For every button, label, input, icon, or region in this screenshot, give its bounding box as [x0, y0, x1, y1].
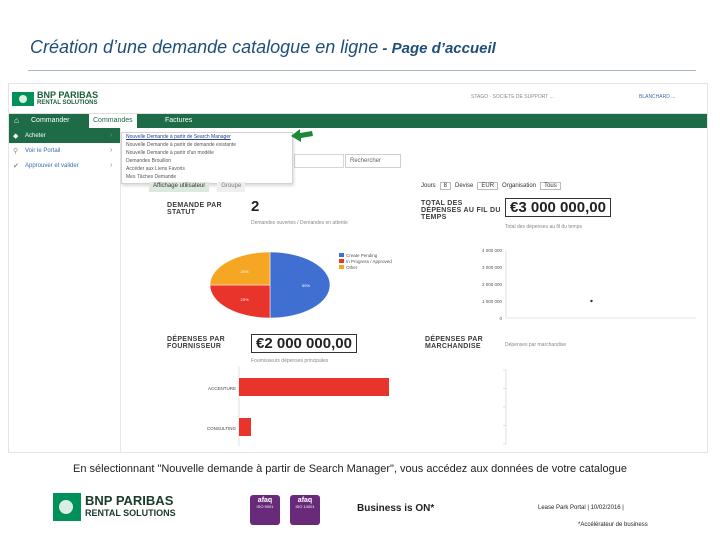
org-label: Organisation — [502, 183, 537, 189]
legend-item: Create Pending — [339, 252, 392, 258]
nav-tab-factures[interactable]: Factures — [165, 117, 193, 124]
menu-item-favorites[interactable]: Accéder aux Liens Favoris — [126, 166, 185, 172]
chevron-right-icon: › — [110, 162, 113, 169]
menu-item-new-from-template[interactable]: Nouvelle Demande à partir d'un modèle — [126, 150, 214, 156]
check-icon: ✔ — [13, 162, 19, 170]
sidebar: ◆ Acheter › ⚲ Voir le Portail › ✔ Approu… — [9, 128, 121, 452]
data-point — [590, 299, 593, 303]
kpi-status-sub: Demandes ouvertes / Demandes en attente — [251, 220, 348, 226]
kpi-status-label: DEMANDE PAR STATUT — [167, 202, 222, 216]
kpi-goods-label: DÉPENSES PAR MARCHANDISE — [425, 336, 483, 350]
pie-legend: Create Pending In Progress / Approved Ot… — [339, 252, 392, 270]
days-select[interactable]: 8 — [439, 182, 452, 190]
goods-svg — [503, 369, 507, 445]
kpi-supplier-label: DÉPENSES PAR FOURNISSEUR — [167, 336, 225, 350]
y-tick-label: 3 000 000 — [482, 265, 503, 270]
pie-slice — [209, 251, 271, 286]
slide-title-main: Création d’une demande catalogue en lign… — [30, 37, 379, 57]
home-icon[interactable]: ⌂ — [14, 116, 19, 125]
afaq-14001-badge: afaq ISO 14001 — [290, 495, 320, 525]
main-nav: ⌂ Commander Commandes Factures — [9, 114, 707, 128]
bar-category-label: ACCENTURE — [208, 386, 236, 391]
tab-group[interactable]: Groupe — [217, 182, 246, 192]
logo-line1: BNP PARIBAS — [37, 90, 99, 100]
legend-item: Other — [339, 264, 392, 270]
app-logo[interactable]: BNP PARIBAS RENTAL SOLUTIONS — [12, 91, 98, 107]
acheter-dropdown-menu: Nouvelle Demande à partir de Search Mana… — [121, 132, 293, 184]
sidebar-item-approuver[interactable]: ✔ Approuver et valider › — [9, 158, 120, 173]
kpi-supplier-value: €2 000 000,00 — [251, 334, 357, 353]
slide-title-sub: - Page d’accueil — [378, 40, 496, 57]
logo-line2: RENTAL SOLUTIONS — [37, 100, 98, 106]
spend-over-time-chart: 4 000 000 3 000 000 2 000 000 1 000 000 0 — [464, 246, 707, 331]
pie-slice-label: 25% — [241, 297, 249, 302]
bnp-logo-icon — [53, 493, 81, 521]
line-svg: 4 000 000 3 000 000 2 000 000 1 000 000 0 — [482, 248, 696, 321]
nav-tab-commandes[interactable]: Commandes — [89, 114, 137, 128]
kpi-total-sub: Total des dépenses au fil du temps — [505, 224, 582, 230]
chevron-right-icon: › — [110, 147, 113, 154]
account-selector[interactable]: STAGO · SOCIETE DE SUPPORT ... — [471, 94, 554, 100]
status-pie-chart: 50% 25% 25% — [204, 250, 334, 325]
y-tick-label: 4 000 000 — [482, 248, 503, 253]
sidebar-item-label: Acheter — [25, 132, 46, 139]
tab-user-view[interactable]: Affichage utilisateur — [149, 182, 210, 192]
search-icon: ⚲ — [13, 147, 19, 155]
menu-item-tasks[interactable]: Mes Tâches Demande — [126, 174, 177, 180]
chevron-right-icon: › — [110, 132, 113, 139]
app-topbar: BNP PARIBAS RENTAL SOLUTIONS STAGO · SOCI… — [9, 84, 707, 114]
nav-tab-commander[interactable]: Commander — [31, 117, 70, 124]
bar-svg: ACCENTURE CONSULTING — [207, 366, 389, 446]
sidebar-item-label: Approuver et valider — [25, 162, 79, 169]
y-tick-label: 0 — [499, 316, 502, 321]
kpi-total-label: TOTAL DES DÉPENSES AU FIL DU TEMPS — [421, 200, 501, 221]
dashboard-filters: Jours 8 Devise EUR Organisation Tous — [421, 182, 561, 190]
bar — [239, 378, 389, 396]
bar-category-label: CONSULTING — [207, 426, 237, 431]
kpi-supplier-sub: Fournisseurs dépenses principales — [251, 358, 329, 364]
bar — [239, 418, 251, 436]
footer-slogan: Business is ON* — [357, 503, 435, 514]
pie-slice — [209, 284, 271, 319]
kpi-total-value: €3 000 000,00 — [505, 198, 611, 217]
footer-note: *Accélérateur de business — [578, 522, 648, 528]
search-input[interactable] — [294, 154, 344, 168]
y-tick-label: 2 000 000 — [482, 282, 503, 287]
pie-slice — [269, 251, 331, 319]
app-screenshot: BNP PARIBAS RENTAL SOLUTIONS STAGO · SOCI… — [8, 83, 708, 453]
footer-logo: BNP PARIBAS RENTAL SOLUTIONS — [53, 493, 176, 521]
pointer-arrow-icon — [291, 129, 313, 142]
currency-label: Devise — [455, 183, 474, 189]
y-tick-label: 1 000 000 — [482, 299, 503, 304]
org-select[interactable]: Tous — [540, 182, 561, 190]
title-divider — [28, 70, 696, 71]
footer-logo-line1: BNP PARIBAS — [85, 493, 174, 508]
view-tabs: Affichage utilisateur Groupe — [149, 182, 246, 192]
afaq-9001-badge: afaq ISO 9001 — [250, 495, 280, 525]
sidebar-item-voir-portail[interactable]: ⚲ Voir le Portail › — [9, 143, 120, 158]
slide-title: Création d’une demande catalogue en lign… — [30, 37, 496, 58]
menu-item-new-from-search-manager[interactable]: Nouvelle Demande à partir de Search Mana… — [126, 134, 231, 140]
currency-select[interactable]: EUR — [477, 182, 499, 190]
search-button[interactable]: Rechercher — [345, 154, 401, 168]
footer-logo-line2: RENTAL SOLUTIONS — [85, 508, 176, 518]
footer-meta: Lease Park Portal | 10/02/2016 | — [538, 505, 624, 511]
user-menu[interactable]: BLANCHARD ... — [639, 94, 676, 100]
kpi-status-value: 2 — [251, 198, 260, 215]
bnp-logo-icon — [12, 92, 34, 106]
pie-slice-label: 25% — [241, 269, 249, 274]
pie-svg: 50% 25% 25% — [209, 251, 331, 319]
cart-icon: ◆ — [13, 132, 19, 140]
legend-item: In Progress / Approved — [339, 258, 392, 264]
kpi-goods-sub: Dépenses par marchandise — [505, 342, 567, 348]
sidebar-item-acheter[interactable]: ◆ Acheter › — [9, 128, 120, 143]
days-label: Jours — [421, 183, 436, 189]
menu-item-drafts[interactable]: Demandes Brouillon — [126, 158, 172, 164]
supplier-bar-chart: ACCENTURE CONSULTING — [189, 366, 409, 452]
slide-caption: En sélectionnant "Nouvelle demande à par… — [73, 463, 627, 475]
menu-item-new-from-existing[interactable]: Nouvelle Demande à partir de demande exi… — [126, 142, 237, 148]
sidebar-item-label: Voir le Portail — [25, 147, 61, 154]
pie-slice-label: 50% — [302, 283, 310, 288]
goods-chart — [464, 366, 707, 452]
